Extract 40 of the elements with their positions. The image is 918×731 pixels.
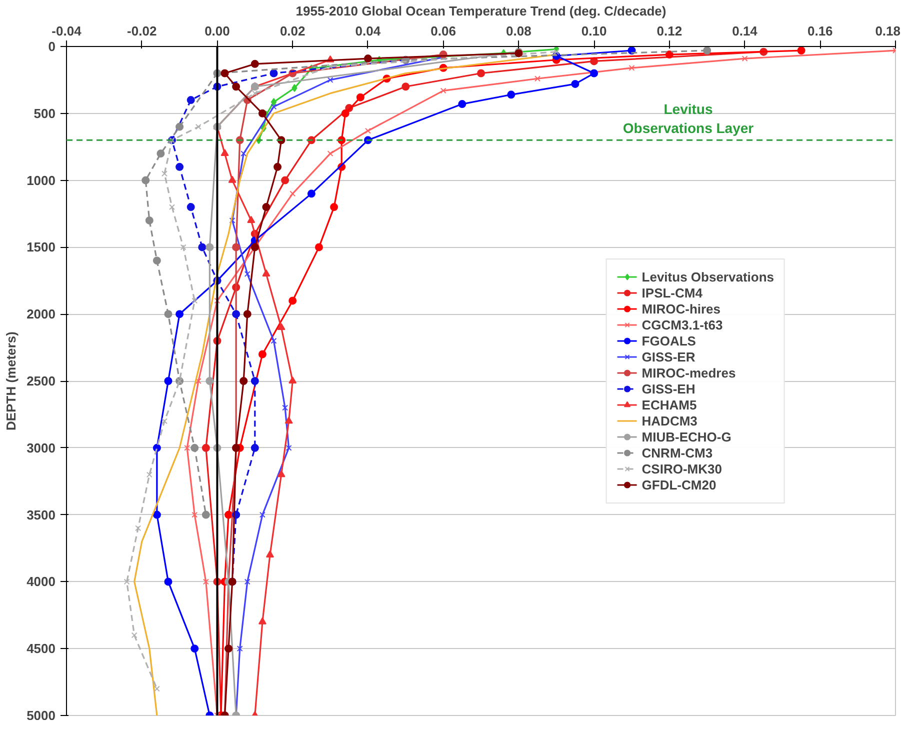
x-tick-label: 0.08: [506, 24, 532, 38]
legend-label: Levitus Observations: [642, 269, 774, 284]
x-axis-title: 1955-2010 Global Ocean Temperature Trend (deg. C/decade): [296, 4, 666, 18]
y-tick-label: 1500: [26, 240, 56, 255]
legend-label: CNRM-CM3: [642, 445, 713, 460]
x-tick-label: 0.00: [204, 24, 230, 38]
x-tick-label: 0.02: [280, 24, 306, 38]
y-tick-label: 2500: [26, 374, 56, 388]
x-tick-label: -0.02: [127, 24, 157, 38]
x-tick-label: 0.16: [807, 24, 833, 38]
x-tick-label: -0.04: [52, 24, 82, 38]
x-tick-label: 0.14: [732, 24, 758, 38]
legend-label: ECHAM5: [642, 397, 697, 412]
y-tick-label: 5000: [26, 708, 56, 723]
legend-label: FGOALS: [642, 333, 696, 348]
legend-label: GISS-EH: [642, 381, 696, 396]
legend-label: HADCM3: [642, 413, 698, 428]
legend-label: GFDL-CM20: [642, 477, 716, 492]
y-axis-title: DEPTH (meters): [4, 332, 19, 430]
legend-label: MIROC-hires: [642, 301, 721, 316]
y-tick-label: 4000: [26, 574, 56, 590]
x-tick-label: 0.10: [581, 24, 607, 38]
x-tick-label: 0.12: [656, 24, 682, 38]
y-tick-label: 2000: [26, 306, 56, 322]
legend-label: MIROC-medres: [642, 365, 736, 380]
legend-label: GISS-ER: [642, 349, 696, 364]
legend-label: CGCM3.1-t63: [642, 317, 723, 332]
x-tick-label: 0.04: [355, 24, 382, 38]
x-tick-label: 0.18: [875, 24, 901, 38]
x-tick-label: 0.06: [430, 24, 456, 38]
y-tick-label: 1000: [26, 172, 56, 188]
y-tick-label: 500: [34, 106, 56, 121]
legend-label: MIUB-ECHO-G: [642, 429, 732, 444]
legend-label: CSIRO-MK30: [642, 461, 722, 476]
legend-label: IPSL-CM4: [642, 285, 702, 300]
y-tick-label: 4500: [26, 641, 56, 656]
ref-line-label: Levitus Observations Layer: [622, 100, 754, 136]
y-tick-label: 0: [48, 39, 56, 54]
y-tick-label: 3000: [26, 440, 56, 456]
y-tick-label: 3500: [26, 507, 56, 522]
